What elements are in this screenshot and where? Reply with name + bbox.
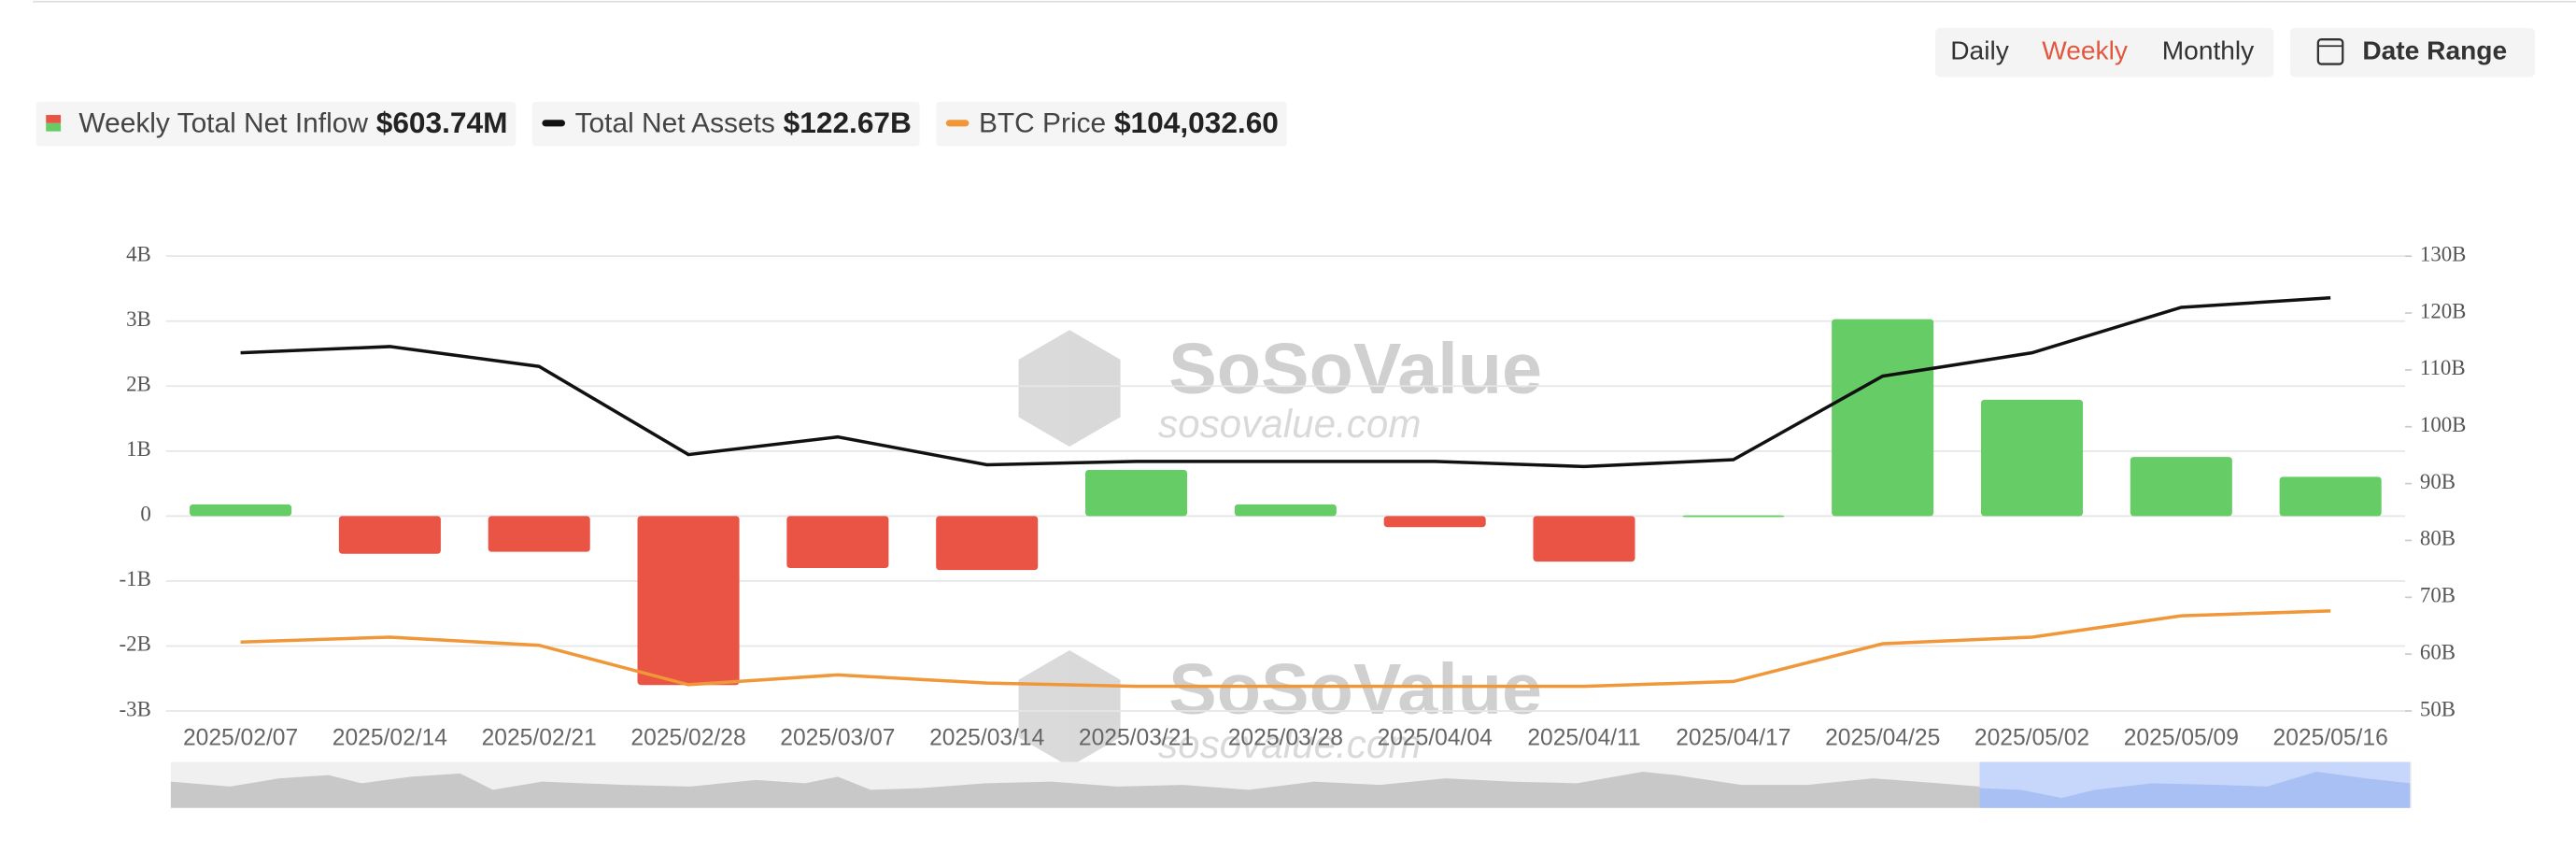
bar — [637, 516, 740, 686]
watermark-logo — [1018, 650, 1121, 767]
bar — [936, 516, 1039, 571]
watermark-site: sosovalue.com — [1158, 402, 1421, 446]
y-tick-label: 0 — [140, 503, 150, 526]
y2-tick-label: 90B — [2420, 470, 2456, 493]
x-tick-label: 2025/04/11 — [1527, 725, 1640, 750]
line — [240, 296, 2331, 469]
watermark-site: sosovalue.com — [1158, 722, 1421, 766]
bar — [1085, 470, 1188, 517]
bar — [2130, 457, 2232, 517]
y-tick-label: -2B — [120, 632, 151, 656]
period-button[interactable]: Weekly — [2042, 36, 2128, 65]
period-toggle: Daily Weekly Monthly — [1935, 27, 2274, 78]
bar — [488, 516, 590, 552]
x-tick-label: 2025/02/28 — [630, 725, 745, 750]
y-tick-label: -1B — [120, 567, 151, 590]
bar — [1234, 504, 1337, 517]
legend-swatch — [46, 122, 62, 132]
legend-bg — [35, 101, 517, 147]
watermark: SoSoValue sosovalue.com SoSoValue sosova… — [1018, 329, 1542, 767]
y2-tick-label: 70B — [2420, 584, 2456, 607]
y2-tick-label: 80B — [2420, 527, 2456, 550]
date-range-button[interactable]: Date Range — [2289, 27, 2536, 78]
legend-bg — [531, 101, 920, 147]
y2-tick-label: 100B — [2420, 413, 2467, 436]
bar — [1383, 516, 1486, 528]
legend-item: BTC Price $104,032.60 — [936, 101, 1287, 147]
bar — [1533, 516, 1635, 562]
x-tick-label: 2025/05/09 — [2124, 725, 2239, 750]
bar — [1832, 319, 1934, 517]
y-tick-label: 4B — [126, 242, 151, 265]
y2-tick-label: 110B — [2420, 356, 2466, 379]
x-tick-label: 2025/04/25 — [1825, 725, 1940, 750]
y-tick-label: 2B — [126, 373, 151, 396]
y2-tick-label: 130B — [2420, 242, 2467, 265]
navigator-area — [170, 772, 1980, 808]
bar — [1980, 399, 2084, 517]
legend-item: Total Net Assets $122.67B — [531, 101, 920, 147]
bar — [190, 504, 292, 517]
x-tick-label: 2025/05/16 — [2273, 725, 2388, 750]
bar — [338, 516, 441, 554]
legend-value: $104,032.60 — [1114, 106, 1279, 139]
legend-item: Weekly Total Net Inflow $603.74M — [35, 101, 517, 147]
x-tick-label: 2025/03/07 — [780, 725, 895, 750]
toggle-bg — [1935, 27, 2274, 78]
navigator-area — [1979, 772, 2411, 808]
bar — [2279, 476, 2382, 517]
legend-value: $603.74M — [376, 106, 508, 139]
x-tick-label: 2025/03/21 — [1079, 725, 1194, 750]
navigator — [170, 761, 2413, 808]
legend: Weekly Total Net Inflow $603.74M Total Net… — [35, 101, 1287, 147]
watermark-brand: SoSoValue — [1168, 649, 1542, 730]
x-tick-label: 2025/04/17 — [1676, 725, 1790, 750]
legend-bg — [936, 101, 1287, 147]
date-range-label[interactable]: Date Range — [2362, 36, 2507, 65]
x-tick-label: 2025/02/21 — [482, 725, 597, 750]
y2-tick-label: 120B — [2420, 299, 2467, 322]
period-button[interactable]: Daily — [1950, 36, 2009, 65]
x-tick-label: 2025/03/28 — [1228, 725, 1343, 750]
legend-swatch — [945, 120, 970, 127]
legend-name: BTC Price — [979, 107, 1106, 138]
y-tick-label: 1B — [126, 437, 151, 461]
y2-tick-label: 50B — [2420, 697, 2456, 720]
period-button[interactable]: Monthly — [2162, 36, 2255, 65]
watermark-logo — [1018, 330, 1121, 448]
calendar-icon — [2316, 38, 2344, 65]
x-tick-label: 2025/05/02 — [1974, 725, 2089, 750]
legend-name: Total Net Assets — [575, 107, 775, 138]
legend-swatch — [542, 120, 566, 127]
x-tick-label: 2025/04/04 — [1378, 725, 1493, 750]
y-tick-label: 3B — [126, 307, 151, 331]
bar — [786, 516, 889, 569]
y2-tick-label: 60B — [2420, 640, 2456, 663]
x-tick-label: 2025/02/14 — [333, 725, 447, 750]
watermark-brand: SoSoValue — [1168, 329, 1542, 409]
line — [240, 609, 2331, 689]
bar — [1682, 515, 1785, 518]
date-range-bg — [2289, 27, 2536, 78]
legend-swatch — [46, 115, 62, 123]
legend-value: $122.67B — [784, 106, 912, 139]
y-tick-label: -3B — [120, 697, 151, 720]
x-tick-label: 2025/02/07 — [183, 725, 298, 750]
x-tick-label: 2025/03/14 — [929, 725, 1044, 750]
legend-name: Weekly Total Net Inflow — [78, 107, 368, 138]
